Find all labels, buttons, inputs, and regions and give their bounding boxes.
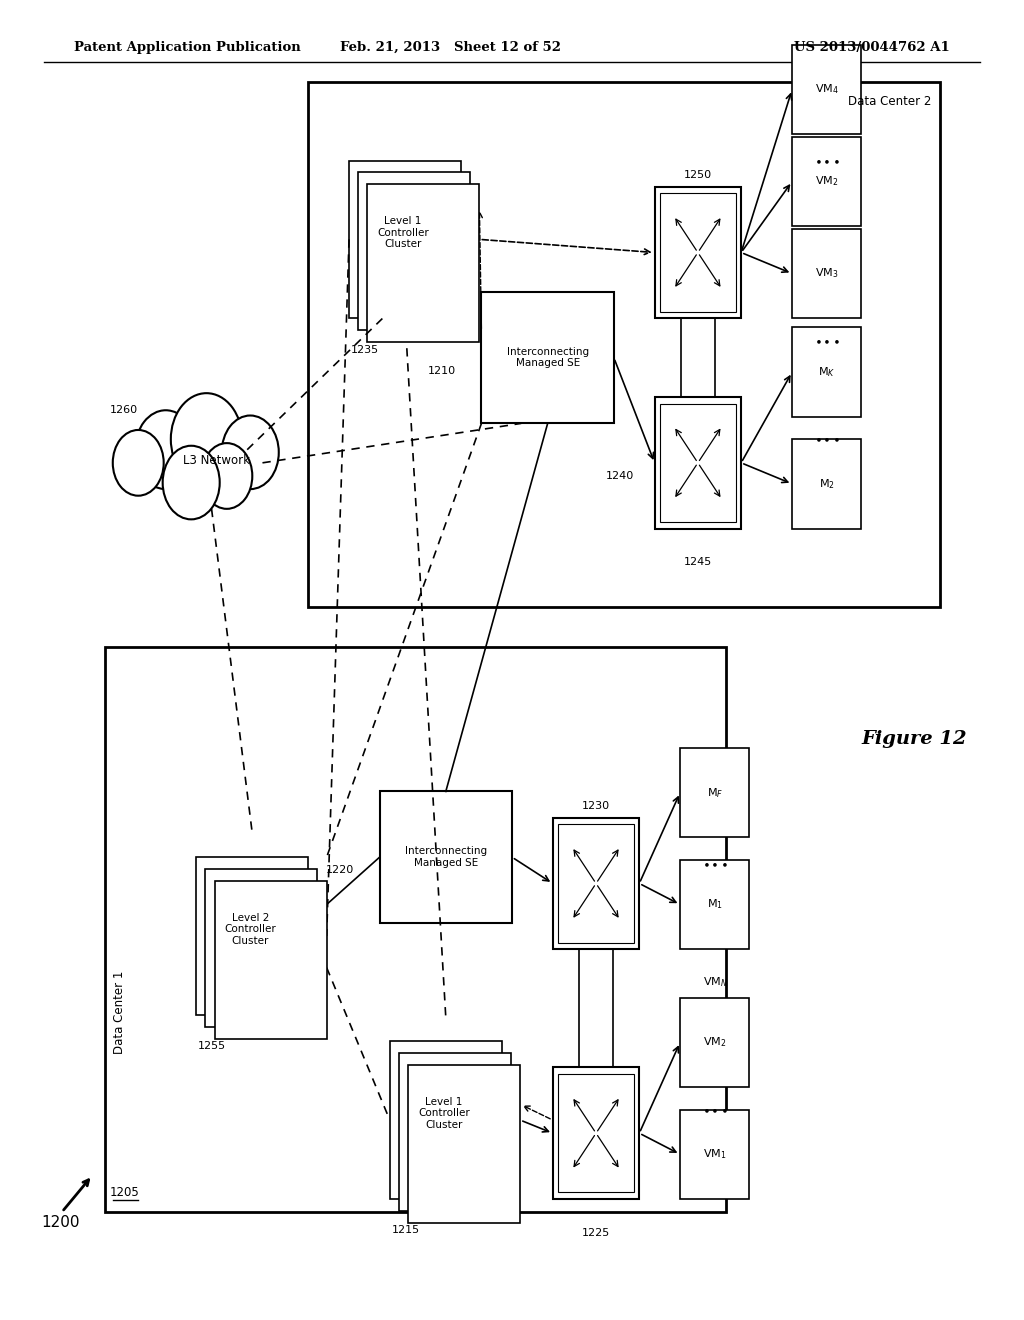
FancyBboxPatch shape	[793, 45, 861, 135]
Text: 1225: 1225	[582, 1228, 610, 1238]
Circle shape	[202, 444, 252, 508]
Text: 1240: 1240	[606, 471, 634, 480]
FancyBboxPatch shape	[206, 869, 317, 1027]
Text: VM$_1$: VM$_1$	[702, 1147, 726, 1162]
FancyBboxPatch shape	[399, 1053, 511, 1210]
FancyBboxPatch shape	[380, 792, 512, 923]
Text: VM$_4$: VM$_4$	[815, 83, 839, 96]
Text: 1260: 1260	[110, 405, 138, 416]
Text: 1205: 1205	[111, 1185, 140, 1199]
FancyBboxPatch shape	[793, 440, 861, 528]
FancyBboxPatch shape	[680, 1110, 750, 1199]
Text: Figure 12: Figure 12	[861, 730, 967, 748]
Text: $\bullet\!\bullet\!\bullet$: $\bullet\!\bullet\!\bullet$	[702, 857, 729, 870]
Text: Level 1
Controller
Cluster: Level 1 Controller Cluster	[418, 1097, 470, 1130]
Text: VM$_3$: VM$_3$	[815, 267, 839, 280]
Text: Interconnecting
Managed SE: Interconnecting Managed SE	[404, 846, 486, 869]
FancyBboxPatch shape	[553, 1068, 639, 1199]
Text: $\bullet\!\bullet\!\bullet$: $\bullet\!\bullet\!\bullet$	[814, 334, 841, 347]
FancyBboxPatch shape	[680, 998, 750, 1088]
FancyBboxPatch shape	[308, 82, 940, 607]
Circle shape	[163, 446, 220, 519]
FancyBboxPatch shape	[358, 173, 470, 330]
FancyBboxPatch shape	[390, 1041, 502, 1199]
FancyBboxPatch shape	[793, 228, 861, 318]
Text: $\bullet\!\bullet\!\bullet$: $\bullet\!\bullet\!\bullet$	[702, 1104, 729, 1115]
FancyBboxPatch shape	[368, 185, 479, 342]
FancyBboxPatch shape	[409, 1065, 520, 1222]
Text: Level 2
Controller
Cluster: Level 2 Controller Cluster	[224, 913, 276, 946]
Text: 1220: 1220	[326, 866, 354, 875]
FancyBboxPatch shape	[659, 193, 736, 312]
Text: $\bullet\!\bullet\!\bullet$: $\bullet\!\bullet\!\bullet$	[814, 433, 841, 446]
FancyBboxPatch shape	[197, 857, 308, 1015]
FancyBboxPatch shape	[481, 292, 613, 424]
Text: M$_F$: M$_F$	[707, 785, 723, 800]
Circle shape	[113, 430, 164, 496]
Text: M$_1$: M$_1$	[707, 898, 723, 911]
Text: 1200: 1200	[42, 1216, 80, 1230]
FancyBboxPatch shape	[558, 1074, 634, 1192]
FancyBboxPatch shape	[558, 824, 634, 942]
Circle shape	[171, 393, 242, 486]
Text: VM$_N$: VM$_N$	[703, 975, 728, 989]
Text: 1245: 1245	[684, 557, 712, 568]
Text: 1230: 1230	[582, 801, 610, 812]
Text: 1250: 1250	[684, 170, 712, 181]
Text: Level 1
Controller
Cluster: Level 1 Controller Cluster	[377, 216, 429, 249]
FancyBboxPatch shape	[659, 404, 736, 521]
Text: L3 Network: L3 Network	[183, 454, 250, 467]
FancyBboxPatch shape	[654, 187, 741, 318]
Text: 1255: 1255	[199, 1041, 226, 1051]
Circle shape	[135, 411, 197, 490]
Text: Interconnecting
Managed SE: Interconnecting Managed SE	[507, 347, 589, 368]
Text: Patent Application Publication: Patent Application Publication	[74, 41, 301, 54]
FancyBboxPatch shape	[104, 647, 726, 1212]
Text: M$_K$: M$_K$	[818, 366, 836, 379]
Circle shape	[222, 416, 279, 490]
Text: 1210: 1210	[428, 366, 456, 376]
Text: Data Center 2: Data Center 2	[848, 95, 932, 108]
FancyBboxPatch shape	[654, 397, 741, 528]
FancyBboxPatch shape	[793, 137, 861, 226]
FancyBboxPatch shape	[680, 859, 750, 949]
Text: 1235: 1235	[351, 345, 379, 355]
Text: Data Center 1: Data Center 1	[113, 972, 126, 1055]
FancyBboxPatch shape	[553, 817, 639, 949]
FancyBboxPatch shape	[793, 327, 861, 417]
Text: 1215: 1215	[392, 1225, 420, 1236]
Text: $\bullet\!\bullet\!\bullet$: $\bullet\!\bullet\!\bullet$	[814, 154, 841, 168]
Text: VM$_2$: VM$_2$	[702, 1036, 726, 1049]
FancyBboxPatch shape	[215, 880, 327, 1039]
Text: M$_2$: M$_2$	[819, 477, 835, 491]
FancyBboxPatch shape	[349, 161, 461, 318]
Text: Feb. 21, 2013   Sheet 12 of 52: Feb. 21, 2013 Sheet 12 of 52	[340, 41, 561, 54]
Text: VM$_2$: VM$_2$	[815, 174, 839, 189]
Text: US 2013/0044762 A1: US 2013/0044762 A1	[795, 41, 950, 54]
FancyBboxPatch shape	[680, 748, 750, 837]
